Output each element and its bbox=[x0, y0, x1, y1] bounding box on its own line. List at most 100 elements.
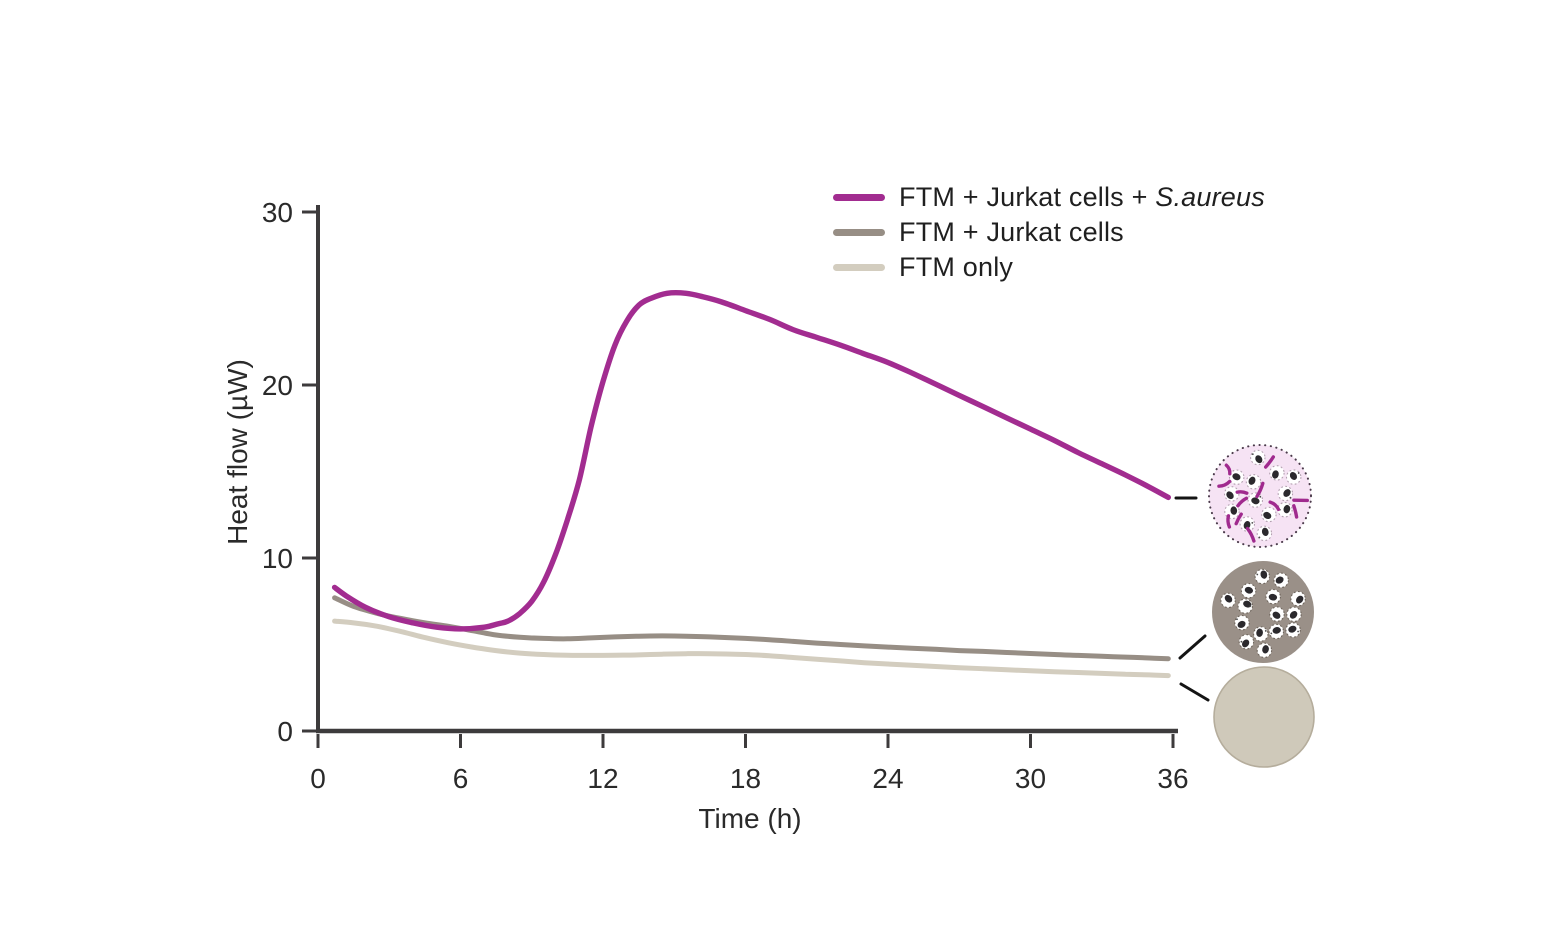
jurkat-cell-icon bbox=[1250, 449, 1266, 466]
series-line-ftm-only bbox=[332, 618, 1171, 679]
cell-granule bbox=[1289, 496, 1292, 499]
connector-lines bbox=[1174, 496, 1210, 702]
cell-nucleus bbox=[1237, 620, 1246, 628]
cell-nucleus bbox=[1272, 470, 1279, 479]
cell-granule bbox=[1240, 640, 1243, 643]
legend-label-ftm-only: FTM only bbox=[899, 252, 1014, 282]
jurkat-cell-icon bbox=[1256, 525, 1273, 542]
jurkat-cell-icon bbox=[1265, 588, 1281, 605]
x-tick-label: 12 bbox=[587, 763, 618, 794]
jurkat-cell-icon bbox=[1273, 572, 1289, 589]
legend-swatch-ftm-jurkat-saureus bbox=[833, 194, 885, 201]
jurkat-cell-icon bbox=[1269, 606, 1285, 622]
s-aureus-bacterium-icon bbox=[1224, 463, 1232, 476]
jurkat-cell-icon bbox=[1256, 642, 1273, 659]
jurkat-cell-icon bbox=[1237, 598, 1254, 614]
legend-label-ftm-jurkat: FTM + Jurkat cells bbox=[899, 217, 1124, 247]
jurkat-cell-icon bbox=[1277, 501, 1293, 518]
cell-nucleus bbox=[1296, 595, 1304, 604]
jurkat-cell-icon bbox=[1239, 516, 1256, 532]
s-aureus-bacterium-icon bbox=[1268, 500, 1281, 512]
inset-dish bbox=[1212, 561, 1314, 663]
jurkat-cell-icon bbox=[1253, 626, 1269, 642]
cell-nucleus bbox=[1224, 594, 1233, 603]
jurkat-cell-icon bbox=[1285, 622, 1301, 638]
cell-nucleus bbox=[1226, 491, 1234, 500]
cell-nucleus bbox=[1272, 627, 1281, 634]
inset-circle-ftm-jurkat bbox=[1212, 561, 1314, 663]
series-curves bbox=[331, 290, 1171, 679]
cell-nucleus bbox=[1289, 472, 1298, 480]
cell-nucleus bbox=[1260, 570, 1268, 579]
axes: 0 10 20 30 0 6 12 18 24 30 36 bbox=[262, 197, 1189, 794]
jurkat-cell-icon bbox=[1240, 582, 1257, 599]
cell-nucleus bbox=[1262, 645, 1269, 654]
cell-nucleus bbox=[1243, 600, 1252, 608]
cell-granule bbox=[1297, 630, 1299, 633]
cell-granule bbox=[1249, 605, 1252, 608]
cell-nucleus bbox=[1263, 511, 1272, 519]
jurkat-cell-icon bbox=[1238, 634, 1255, 650]
s-aureus-bacterium-icon bbox=[1255, 481, 1265, 499]
cell-granule bbox=[1264, 630, 1267, 632]
x-tick-label: 30 bbox=[1015, 763, 1046, 794]
legend-label-ftm-jurkat-saureus: FTM + Jurkat cells + S.aureus bbox=[899, 182, 1265, 212]
cell-nucleus bbox=[1275, 576, 1284, 584]
x-tick-label: 36 bbox=[1157, 763, 1188, 794]
y-tick-label: 30 bbox=[262, 197, 293, 228]
x-axis-title: Time (h) bbox=[698, 803, 801, 834]
y-axis-title: Heat flow (µW) bbox=[222, 359, 253, 545]
cell-nucleus bbox=[1261, 527, 1269, 537]
cell-granule bbox=[1256, 573, 1259, 576]
jurkat-cell-icon bbox=[1268, 623, 1285, 640]
x-tick-label: 18 bbox=[730, 763, 761, 794]
cell-granule bbox=[1251, 453, 1254, 456]
s-aureus-bacterium-icon bbox=[1245, 526, 1256, 543]
cell-nucleus bbox=[1232, 473, 1241, 481]
cell-nucleus bbox=[1244, 586, 1254, 594]
legend-item-ftm-jurkat-saureus: FTM + Jurkat cells + S.aureus bbox=[833, 180, 1265, 215]
cell-granule bbox=[1258, 536, 1261, 539]
inset-dish bbox=[1213, 666, 1315, 768]
cell-nucleus bbox=[1255, 455, 1263, 464]
cell-nucleus bbox=[1283, 504, 1291, 514]
cell-nucleus bbox=[1268, 593, 1278, 601]
y-tick-label: 20 bbox=[262, 370, 293, 401]
cell-nucleus bbox=[1248, 476, 1256, 485]
jurkat-cell-icon bbox=[1290, 590, 1306, 607]
legend: FTM + Jurkat cells + S.aureus FTM + Jurk… bbox=[833, 180, 1265, 285]
jurkat-cell-icon bbox=[1254, 568, 1271, 585]
connector-line bbox=[1178, 634, 1207, 660]
cell-granule bbox=[1270, 632, 1273, 635]
jurkat-cell-icon bbox=[1286, 606, 1302, 623]
jurkat-cell-icon bbox=[1245, 474, 1262, 490]
y-tick-label: 0 bbox=[277, 716, 293, 747]
cell-nucleus bbox=[1272, 611, 1281, 619]
cell-granule bbox=[1259, 495, 1262, 498]
legend-swatch-ftm-only bbox=[833, 264, 885, 271]
jurkat-cell-icon bbox=[1234, 614, 1250, 631]
cell-granule bbox=[1236, 618, 1238, 621]
jurkat-cell-icon bbox=[1269, 465, 1285, 481]
s-aureus-bacterium-icon bbox=[1234, 512, 1243, 526]
jurkat-cell-icon bbox=[1228, 469, 1245, 485]
cell-nucleus bbox=[1230, 506, 1238, 515]
s-aureus-bacterium-icon bbox=[1235, 490, 1249, 495]
inset-circle-ftm-only bbox=[1213, 666, 1315, 768]
cell-nucleus bbox=[1288, 625, 1297, 633]
microscopy-insets bbox=[1208, 444, 1315, 768]
s-aureus-bacterium-icon bbox=[1217, 479, 1232, 488]
connector-line bbox=[1179, 682, 1210, 702]
cell-nucleus bbox=[1251, 497, 1260, 505]
cell-nucleus bbox=[1256, 628, 1263, 637]
legend-item-ftm-only: FTM only bbox=[833, 250, 1265, 285]
jurkat-cell-icon bbox=[1247, 492, 1264, 508]
jurkat-cell-icon bbox=[1261, 506, 1277, 523]
x-tick-label: 6 bbox=[453, 763, 469, 794]
inset-circle-ftm-jurkat-saureus bbox=[1208, 444, 1312, 548]
series-line-ftm-jurkat-saureus bbox=[331, 290, 1171, 632]
s-aureus-bacterium-icon bbox=[1263, 455, 1276, 469]
s-aureus-bacterium-icon bbox=[1292, 504, 1299, 519]
